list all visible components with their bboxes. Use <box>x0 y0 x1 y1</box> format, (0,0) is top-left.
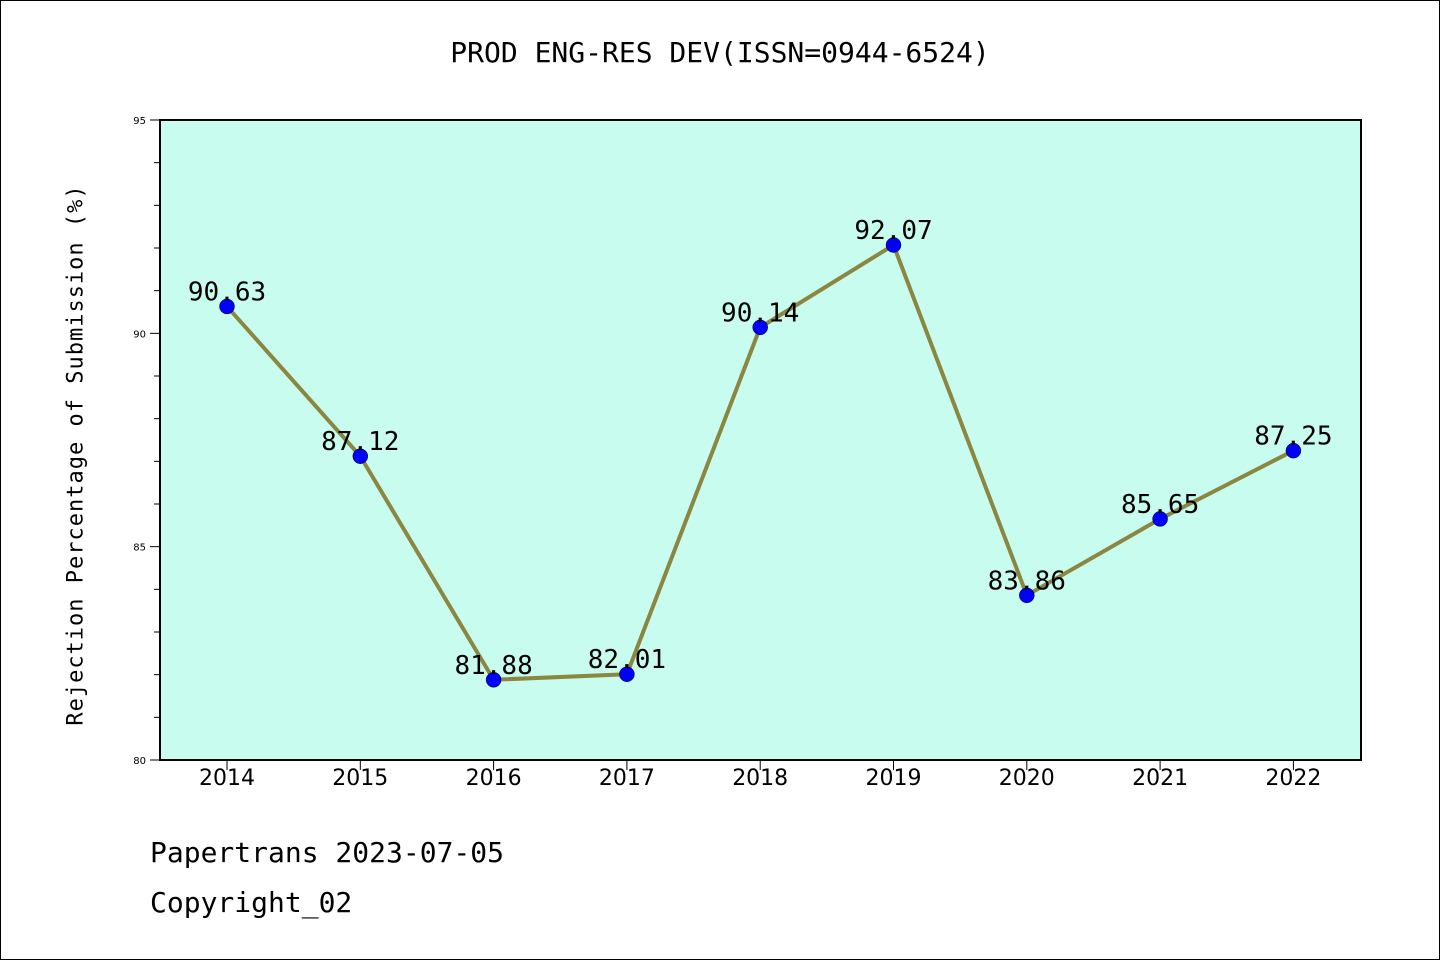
x-tick-label: 2015 <box>332 766 388 791</box>
x-tick-label: 2018 <box>732 766 788 791</box>
data-point-label: 82.01 <box>588 645 666 675</box>
y-tick-label: 85 <box>133 543 146 554</box>
data-point-marker <box>1019 587 1035 604</box>
x-tick-label: 2021 <box>1132 766 1188 791</box>
data-point-label: 83.86 <box>988 566 1066 596</box>
data-point-marker <box>619 666 635 682</box>
data-point-label: 81.88 <box>454 651 532 681</box>
chart-title: PROD ENG-RES DEV(ISSN=0944-6524) <box>450 36 990 69</box>
y-tick-label: 80 <box>133 756 146 767</box>
data-point-label: 87.12 <box>321 427 399 457</box>
x-tick-label: 2020 <box>999 766 1055 791</box>
data-point-marker <box>485 672 502 688</box>
plot-area <box>159 119 1362 761</box>
x-axis-ticks: 2014 2015 2016 2017 2018 2019 2020 2021 2022 <box>199 760 1321 791</box>
data-markers <box>219 237 1302 688</box>
data-point-label: 87.25 <box>1254 422 1332 452</box>
data-point-marker <box>752 319 768 336</box>
data-point-marker <box>219 298 235 315</box>
data-point-label: 90.63 <box>188 277 266 307</box>
data-point-marker <box>885 237 902 253</box>
data-point-marker <box>1152 511 1168 527</box>
footer-copyright-text: Copyright_02 <box>150 886 353 919</box>
x-tick-label: 2014 <box>199 766 255 791</box>
data-point-marker <box>1285 442 1302 459</box>
data-point-marker <box>352 448 369 464</box>
data-labels: 90.63 87.12 81.88 82.01 90.14 92.07 83.86 85.65… <box>188 216 1333 681</box>
x-tick-label: 2017 <box>599 766 655 791</box>
data-point-label: 90.14 <box>721 298 799 328</box>
x-tick-label: 2019 <box>866 766 922 791</box>
y-tick-label: 90 <box>133 329 146 340</box>
x-tick-label: 2022 <box>1265 766 1321 791</box>
footer-date-text: Papertrans 2023-07-05 <box>150 836 505 869</box>
data-point-label: 92.07 <box>854 216 932 246</box>
x-tick-label: 2016 <box>466 766 522 791</box>
data-point-label: 85.65 <box>1121 490 1199 520</box>
y-tick-label: 95 <box>133 116 146 127</box>
y-axis-ticks: 80 85 90 95 <box>133 116 160 767</box>
